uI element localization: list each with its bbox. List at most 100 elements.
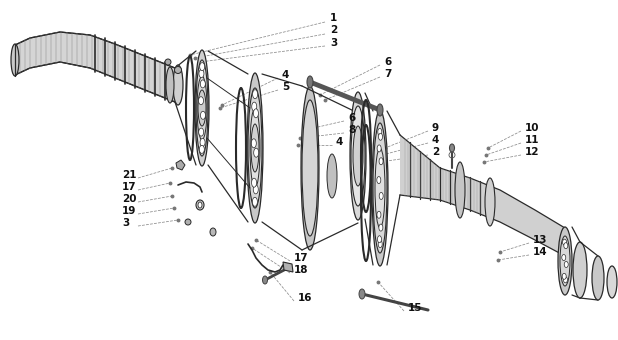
Ellipse shape bbox=[302, 100, 318, 236]
Ellipse shape bbox=[196, 200, 204, 210]
Ellipse shape bbox=[252, 178, 256, 187]
Text: 1: 1 bbox=[330, 13, 337, 23]
Ellipse shape bbox=[254, 148, 259, 157]
Text: 21: 21 bbox=[122, 170, 137, 180]
Ellipse shape bbox=[562, 239, 567, 245]
Ellipse shape bbox=[564, 243, 568, 249]
Text: 18: 18 bbox=[294, 265, 308, 275]
Text: 3: 3 bbox=[330, 38, 337, 48]
Ellipse shape bbox=[307, 76, 313, 88]
Polygon shape bbox=[400, 135, 565, 256]
Ellipse shape bbox=[449, 144, 454, 152]
Ellipse shape bbox=[372, 110, 388, 266]
Ellipse shape bbox=[351, 106, 365, 206]
Text: 19: 19 bbox=[122, 206, 137, 216]
Ellipse shape bbox=[350, 92, 366, 220]
Ellipse shape bbox=[253, 185, 258, 194]
Ellipse shape bbox=[562, 273, 566, 279]
Ellipse shape bbox=[607, 266, 617, 298]
Ellipse shape bbox=[353, 126, 363, 186]
Text: 4: 4 bbox=[336, 137, 344, 147]
Text: 2: 2 bbox=[330, 25, 337, 35]
Ellipse shape bbox=[378, 129, 382, 135]
Ellipse shape bbox=[379, 224, 383, 231]
Ellipse shape bbox=[200, 111, 205, 119]
Text: 20: 20 bbox=[122, 194, 137, 204]
Ellipse shape bbox=[379, 158, 383, 165]
Ellipse shape bbox=[200, 146, 205, 153]
Ellipse shape bbox=[377, 104, 383, 116]
Ellipse shape bbox=[250, 108, 260, 188]
Ellipse shape bbox=[375, 148, 385, 228]
Ellipse shape bbox=[252, 139, 256, 148]
Ellipse shape bbox=[173, 65, 183, 105]
Ellipse shape bbox=[301, 86, 319, 250]
Ellipse shape bbox=[455, 162, 465, 218]
Ellipse shape bbox=[166, 67, 174, 103]
Text: 4: 4 bbox=[432, 135, 439, 145]
Text: 14: 14 bbox=[533, 247, 548, 257]
Text: 17: 17 bbox=[294, 253, 308, 263]
Ellipse shape bbox=[564, 277, 567, 283]
Text: 5: 5 bbox=[282, 82, 289, 92]
Ellipse shape bbox=[379, 192, 383, 200]
Ellipse shape bbox=[379, 133, 383, 140]
Ellipse shape bbox=[252, 197, 257, 206]
Ellipse shape bbox=[200, 63, 205, 71]
Ellipse shape bbox=[253, 90, 258, 99]
Text: 13: 13 bbox=[533, 235, 548, 245]
Ellipse shape bbox=[252, 102, 256, 111]
Ellipse shape bbox=[573, 242, 587, 298]
Ellipse shape bbox=[197, 76, 207, 140]
Ellipse shape bbox=[377, 145, 381, 152]
Ellipse shape bbox=[327, 154, 337, 198]
Polygon shape bbox=[15, 32, 175, 102]
Ellipse shape bbox=[11, 44, 19, 76]
Ellipse shape bbox=[253, 109, 258, 118]
Ellipse shape bbox=[377, 176, 381, 184]
Ellipse shape bbox=[210, 228, 216, 236]
Ellipse shape bbox=[200, 138, 205, 147]
Text: 17: 17 bbox=[122, 182, 137, 192]
Ellipse shape bbox=[373, 123, 387, 253]
Polygon shape bbox=[176, 160, 185, 170]
Ellipse shape bbox=[564, 261, 568, 268]
Text: 7: 7 bbox=[384, 69, 391, 79]
Text: 10: 10 bbox=[525, 123, 540, 133]
Ellipse shape bbox=[377, 211, 381, 218]
Text: 2: 2 bbox=[432, 147, 439, 157]
Ellipse shape bbox=[185, 219, 191, 225]
Text: 8: 8 bbox=[348, 125, 355, 135]
Text: 16: 16 bbox=[298, 293, 313, 303]
Ellipse shape bbox=[378, 241, 382, 248]
Ellipse shape bbox=[198, 202, 202, 208]
Ellipse shape bbox=[199, 70, 204, 78]
Text: 12: 12 bbox=[525, 147, 540, 157]
Text: 6: 6 bbox=[384, 57, 391, 67]
Text: 4: 4 bbox=[282, 70, 289, 80]
Ellipse shape bbox=[485, 178, 495, 226]
Ellipse shape bbox=[165, 59, 171, 65]
Ellipse shape bbox=[251, 124, 259, 172]
Polygon shape bbox=[283, 262, 293, 272]
Ellipse shape bbox=[200, 80, 205, 88]
Text: 3: 3 bbox=[122, 218, 129, 228]
Ellipse shape bbox=[198, 128, 204, 136]
Ellipse shape bbox=[592, 256, 604, 300]
Ellipse shape bbox=[248, 88, 262, 208]
Ellipse shape bbox=[562, 255, 565, 260]
Ellipse shape bbox=[198, 97, 203, 105]
Text: 15: 15 bbox=[408, 303, 423, 313]
Ellipse shape bbox=[263, 276, 268, 284]
Text: 6: 6 bbox=[348, 113, 355, 123]
Ellipse shape bbox=[195, 50, 209, 166]
Ellipse shape bbox=[198, 90, 206, 126]
Ellipse shape bbox=[359, 289, 365, 299]
Ellipse shape bbox=[558, 227, 572, 295]
Ellipse shape bbox=[196, 60, 208, 156]
Ellipse shape bbox=[174, 67, 182, 73]
Ellipse shape bbox=[560, 236, 570, 286]
Text: 9: 9 bbox=[432, 123, 439, 133]
Ellipse shape bbox=[247, 73, 263, 223]
Ellipse shape bbox=[378, 236, 381, 243]
